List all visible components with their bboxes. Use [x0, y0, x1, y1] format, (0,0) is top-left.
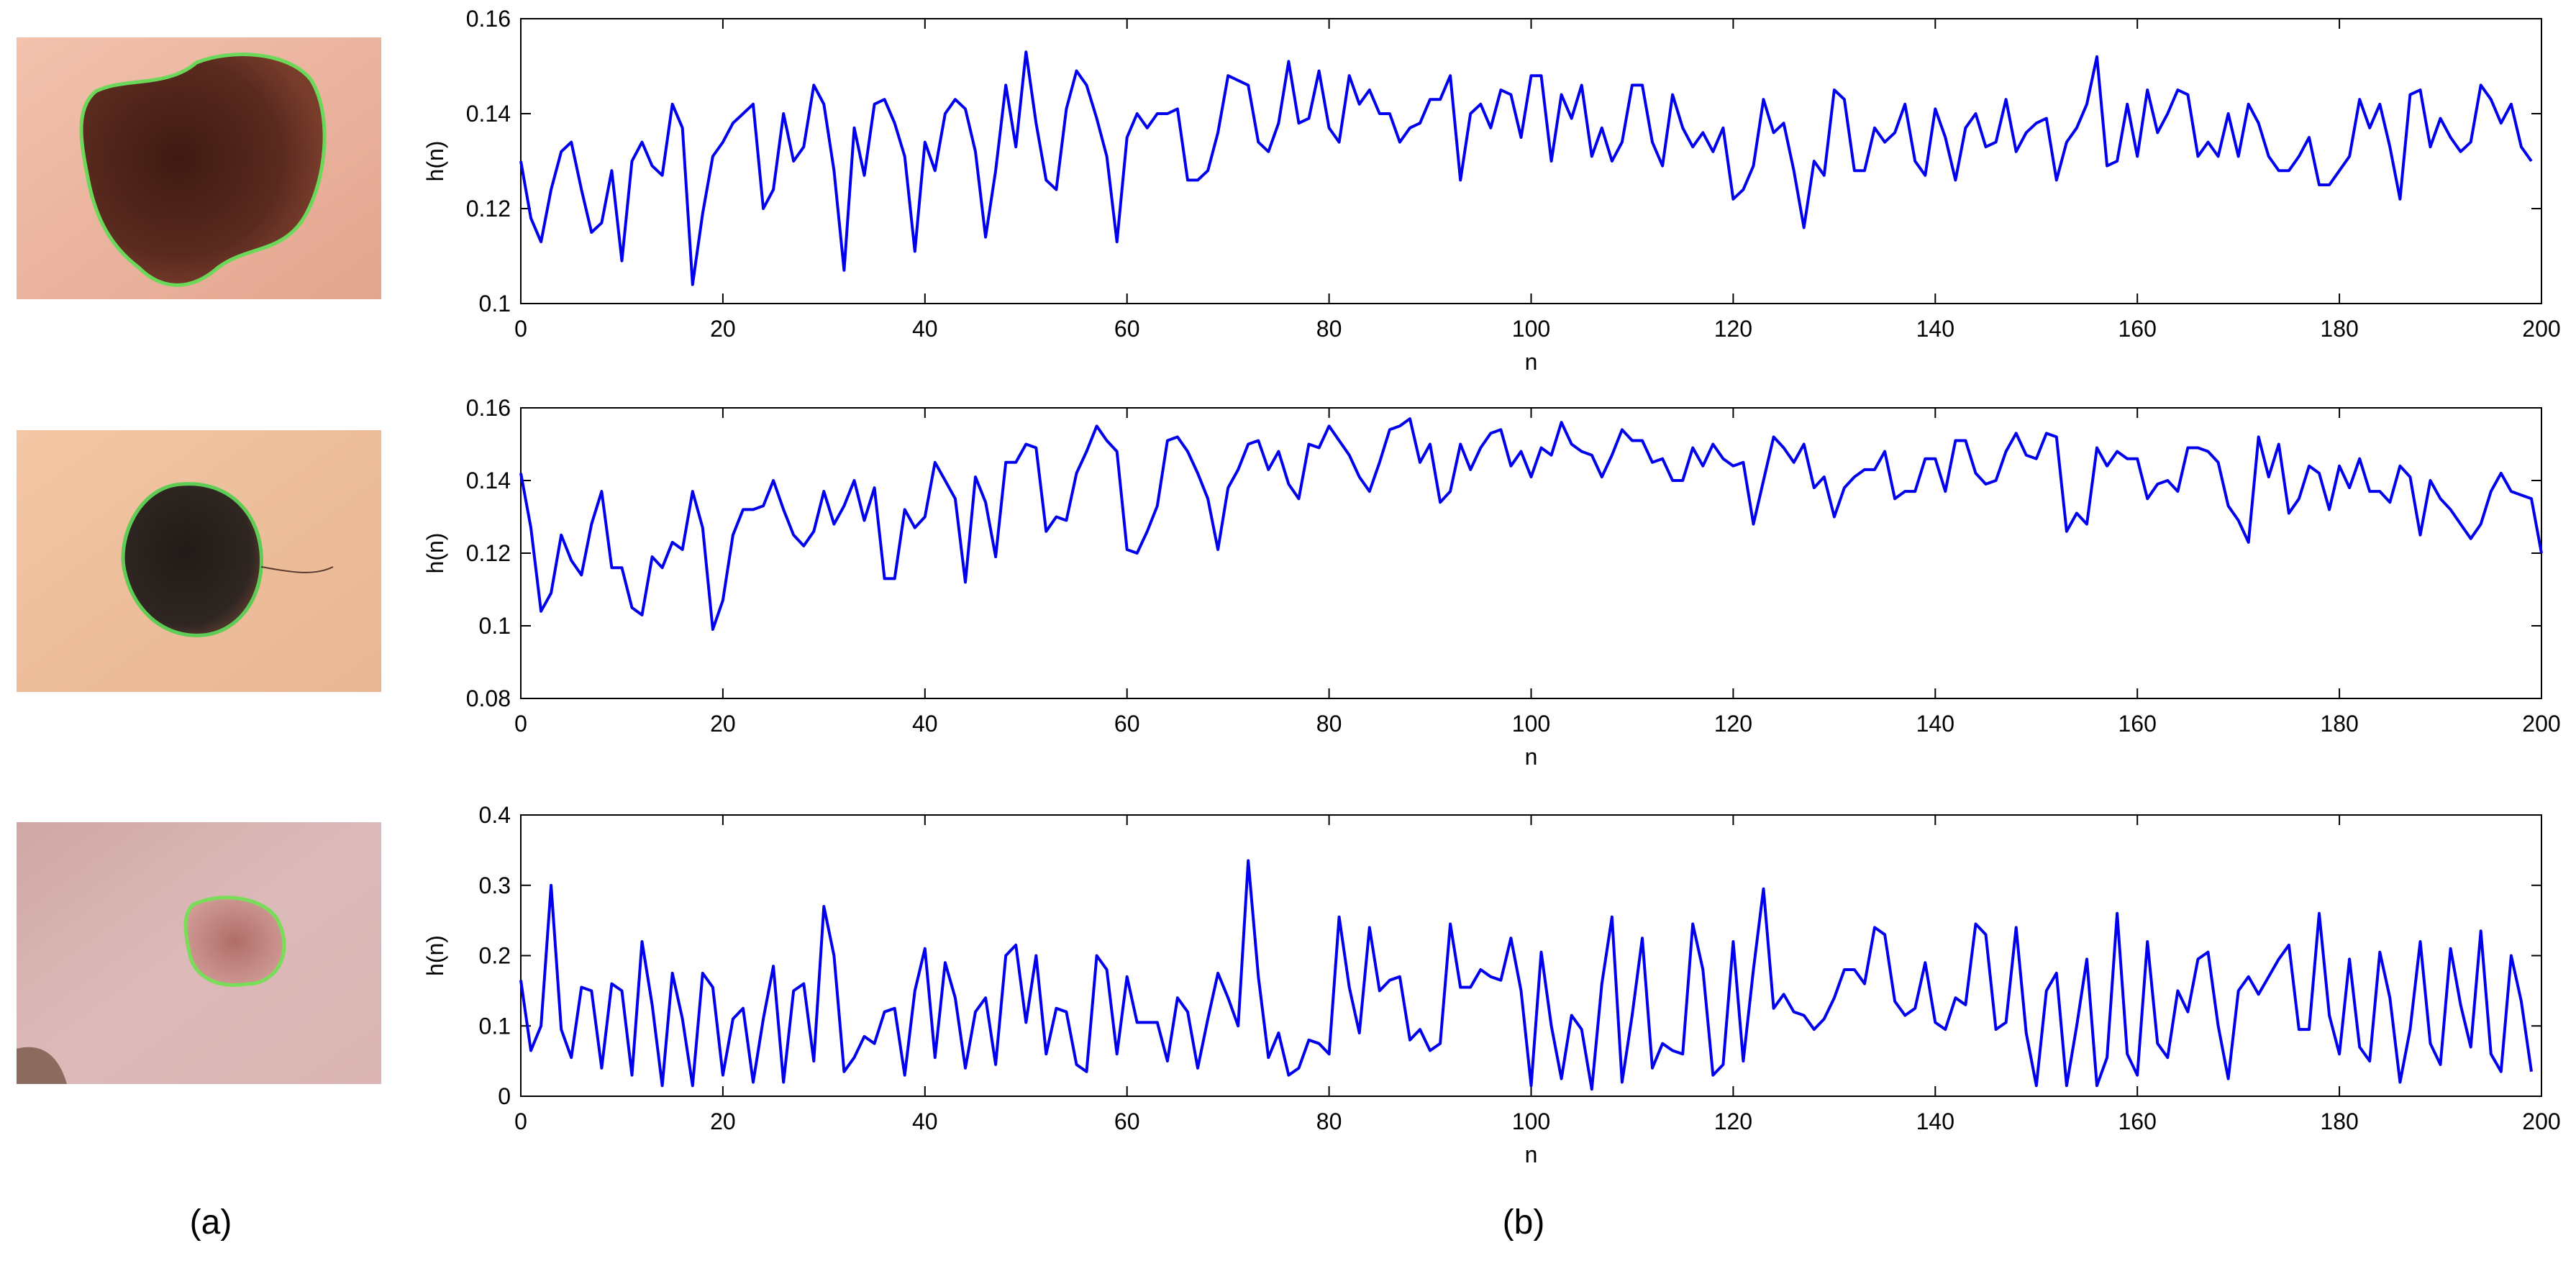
x-tick-label: 140	[1916, 711, 1954, 737]
line-chart-2: 0 20 40 60 80 100 120 140 160 180 200 0.08 0.1 0.12 0.…	[422, 395, 2561, 770]
x-tick-label: 100	[1512, 316, 1550, 342]
x-tick-label: 60	[1114, 1108, 1140, 1134]
y-tick-label: 0.1	[479, 291, 511, 316]
x-tick-label: 20	[710, 316, 736, 342]
x-tick-label: 40	[912, 316, 938, 342]
x-tick-label: 80	[1316, 1108, 1342, 1134]
x-tick-label: 40	[912, 1108, 938, 1134]
series-line	[519, 50, 2533, 286]
y-axis-label: h(n)	[422, 935, 448, 976]
x-tick-label: 60	[1114, 711, 1140, 737]
y-axis-label: h(n)	[422, 141, 448, 182]
line-chart-1: 0 20 40 60 80 100 120 140 160 180 200 0.1 0.12 0.14 0.…	[422, 6, 2561, 375]
y-tick-label: 0.08	[466, 686, 511, 711]
y-tick-label: 0.16	[466, 395, 511, 421]
x-tick-label: 120	[1714, 711, 1752, 737]
lesion-image-3	[17, 822, 381, 1084]
panel-label-a: (a)	[189, 1203, 232, 1242]
y-tick-label: 0.12	[466, 196, 511, 222]
y-tick-label: 0	[498, 1083, 511, 1109]
y-tick-label: 0.3	[479, 873, 511, 898]
y-tick-label: 0.14	[466, 468, 511, 493]
x-tick-label: 200	[2522, 1108, 2560, 1134]
x-tick-label: 20	[710, 1108, 736, 1134]
plot-frame	[520, 814, 2542, 1097]
panel-label-b: (b)	[1502, 1203, 1545, 1242]
y-axis-label: h(n)	[422, 533, 448, 574]
x-tick-label: 120	[1714, 1108, 1752, 1134]
plot-frame	[520, 407, 2542, 699]
x-tick-label: 100	[1512, 1108, 1550, 1134]
x-tick-label: 160	[2118, 711, 2157, 737]
x-tick-label: 180	[2320, 316, 2358, 342]
x-tick-label: 0	[514, 1108, 527, 1134]
y-tick-label: 0.2	[479, 943, 511, 969]
y-tick-label: 0.1	[479, 613, 511, 639]
x-tick-label: 0	[514, 711, 527, 737]
lesion-image-2	[17, 430, 381, 692]
x-tick-label: 200	[2522, 316, 2560, 342]
x-tick-label: 140	[1916, 316, 1954, 342]
x-axis-label: n	[1525, 349, 1538, 375]
x-tick-label: 20	[710, 711, 736, 737]
x-axis-label: n	[1525, 1142, 1538, 1167]
series-line	[519, 859, 2533, 1091]
x-tick-label: 80	[1316, 316, 1342, 342]
y-tick-label: 0.16	[466, 6, 511, 32]
series-line	[519, 417, 2543, 631]
x-tick-label: 60	[1114, 316, 1140, 342]
x-tick-label: 200	[2522, 711, 2560, 737]
x-tick-label: 100	[1512, 711, 1550, 737]
y-tick-label: 0.12	[466, 540, 511, 566]
x-tick-label: 160	[2118, 1108, 2157, 1134]
x-tick-label: 80	[1316, 711, 1342, 737]
x-tick-label: 140	[1916, 1108, 1954, 1134]
x-tick-label: 160	[2118, 316, 2157, 342]
x-axis-label: n	[1525, 744, 1538, 770]
plot-frame	[520, 18, 2542, 304]
y-tick-label: 0.1	[479, 1013, 511, 1039]
line-chart-3: 0 20 40 60 80 100 120 140 160 180 200 0 0.1 0.2 0.3 0.4…	[422, 802, 2561, 1167]
x-tick-label: 120	[1714, 316, 1752, 342]
x-tick-label: 0	[514, 316, 527, 342]
y-tick-label: 0.4	[479, 802, 511, 828]
x-tick-label: 180	[2320, 711, 2358, 737]
lesion-image-1	[17, 37, 381, 299]
x-tick-label: 40	[912, 711, 938, 737]
x-tick-label: 180	[2320, 1108, 2358, 1134]
y-tick-label: 0.14	[466, 101, 511, 127]
